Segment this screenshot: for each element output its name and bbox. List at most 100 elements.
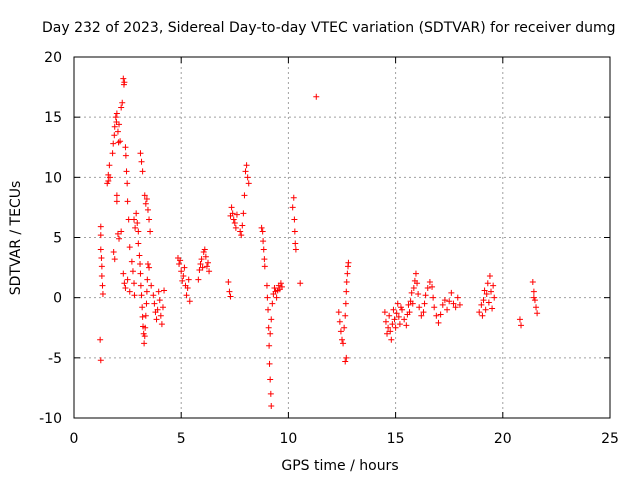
chart-title: Day 232 of 2023, Sidereal Day-to-day VTE… [42, 20, 616, 36]
data-point [197, 260, 204, 267]
data-point [429, 283, 436, 290]
data-point [342, 312, 349, 319]
data-point [384, 330, 391, 337]
data-point [233, 211, 240, 218]
data-point [129, 268, 136, 275]
y-tick-label: -10 [39, 411, 62, 427]
data-point [396, 321, 403, 328]
data-point [291, 228, 298, 235]
data-point [97, 223, 104, 230]
data-point [183, 292, 190, 299]
data-point [226, 288, 233, 295]
data-point [128, 258, 135, 265]
data-point [142, 200, 149, 207]
data-point [266, 342, 273, 349]
data-point [118, 104, 125, 111]
data-point [202, 253, 209, 260]
data-point [138, 158, 145, 165]
data-point [237, 228, 244, 235]
data-point [142, 312, 149, 319]
data-points [97, 75, 541, 409]
data-point [135, 228, 142, 235]
data-point [185, 276, 192, 283]
data-point [116, 121, 123, 128]
data-point [244, 174, 251, 181]
data-point [144, 206, 151, 213]
data-point [161, 287, 168, 294]
x-tick-label: 0 [70, 431, 79, 447]
data-point [141, 340, 148, 347]
data-point [292, 246, 299, 253]
y-tick-label: 15 [44, 110, 62, 126]
data-point [203, 263, 210, 270]
data-point [529, 279, 536, 286]
data-point [157, 312, 164, 319]
data-point [395, 313, 402, 320]
data-point [381, 309, 388, 316]
data-point [261, 256, 268, 263]
data-point [156, 297, 163, 304]
data-point [480, 297, 487, 304]
data-point [422, 292, 429, 299]
data-point [230, 216, 237, 223]
data-point [343, 279, 350, 286]
data-point [154, 306, 161, 313]
data-point [107, 174, 114, 181]
data-point [201, 246, 208, 253]
data-point [393, 310, 400, 317]
data-point [139, 313, 146, 320]
data-point [389, 321, 396, 328]
data-point [409, 300, 416, 307]
data-point [124, 276, 131, 283]
data-point [387, 328, 394, 335]
data-point [97, 336, 104, 343]
data-point [178, 268, 185, 275]
data-point [122, 285, 129, 292]
data-point [121, 280, 128, 287]
y-tick-label: 10 [44, 170, 62, 186]
data-point [444, 306, 451, 313]
data-point [177, 257, 184, 264]
data-point [263, 282, 270, 289]
data-point [133, 210, 140, 217]
data-point [488, 288, 495, 295]
data-point [229, 210, 236, 217]
data-point [260, 238, 267, 245]
data-point [113, 192, 120, 199]
data-point [405, 301, 412, 308]
data-point [110, 248, 117, 255]
data-point [335, 309, 342, 316]
data-point [265, 324, 272, 331]
data-point [491, 294, 498, 301]
data-point [485, 299, 492, 306]
data-point [159, 304, 166, 311]
data-point [399, 306, 406, 313]
data-point [441, 297, 448, 304]
data-point [105, 177, 112, 184]
data-point [340, 340, 347, 347]
data-point [336, 318, 343, 325]
data-point [136, 252, 143, 259]
data-point [391, 316, 398, 323]
data-point [206, 268, 213, 275]
data-point [446, 298, 453, 305]
data-point [138, 292, 145, 299]
data-point [146, 216, 153, 223]
data-point [437, 311, 444, 318]
data-point [143, 300, 150, 307]
data-point [125, 216, 132, 223]
x-tick-label: 20 [494, 431, 512, 447]
data-point [112, 114, 119, 121]
data-point [137, 150, 144, 157]
data-point [97, 357, 104, 364]
data-point [111, 123, 118, 130]
data-point [342, 358, 349, 365]
data-point [205, 259, 211, 266]
data-point [343, 288, 350, 295]
data-point [113, 110, 120, 117]
data-point [261, 263, 268, 270]
data-point [439, 301, 446, 308]
data-point [267, 390, 274, 397]
data-point [406, 309, 413, 316]
data-point [228, 204, 235, 211]
